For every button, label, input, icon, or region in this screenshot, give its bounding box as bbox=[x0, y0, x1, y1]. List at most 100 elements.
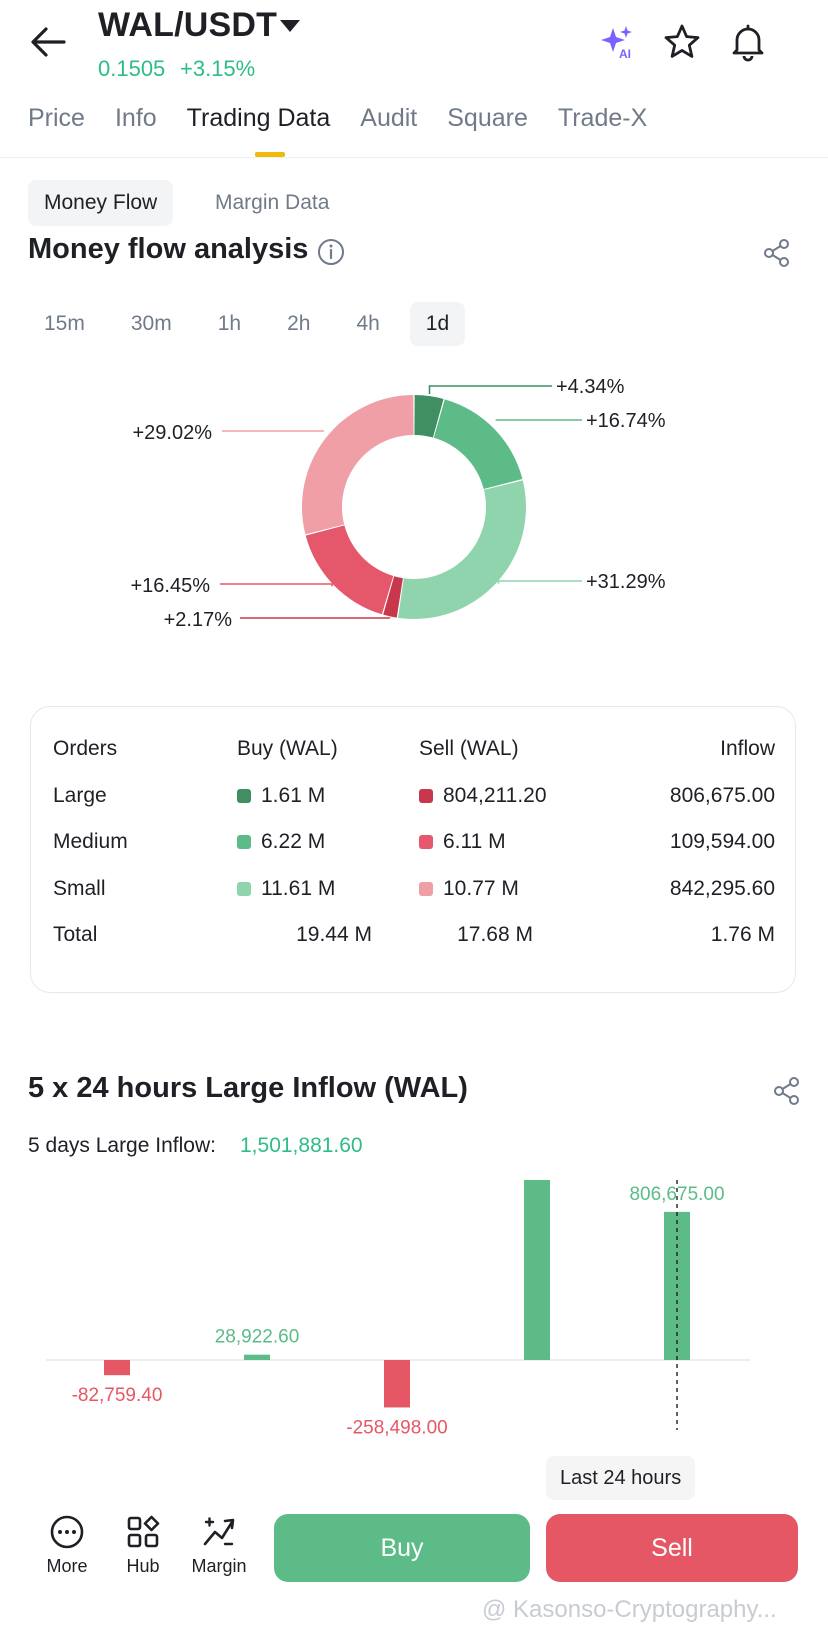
pair-title[interactable]: WAL/USDT bbox=[98, 6, 278, 44]
table-header: Orders Buy (WAL) Sell (WAL) Inflow bbox=[31, 737, 797, 767]
donut-leader-line bbox=[220, 583, 333, 587]
donut-slice bbox=[305, 525, 394, 615]
tab-audit[interactable]: Audit bbox=[360, 104, 418, 132]
col-buy: Buy (WAL) bbox=[237, 737, 338, 760]
donut-slice-label: +29.02% bbox=[132, 422, 212, 444]
more-icon bbox=[50, 1515, 84, 1549]
sell-swatch bbox=[419, 882, 433, 896]
pair-dropdown-caret-icon[interactable] bbox=[280, 20, 300, 32]
svg-text:AI: AI bbox=[619, 47, 631, 61]
donut-slice-label: +4.34% bbox=[556, 376, 625, 398]
inflow-bar[interactable] bbox=[384, 1360, 410, 1408]
watermark: @ Kasonso-Cryptography... bbox=[482, 1596, 777, 1623]
margin-label: Margin bbox=[191, 1556, 247, 1576]
interval-15m[interactable]: 15m bbox=[44, 312, 85, 335]
inflow-bar-label: -82,759.40 bbox=[72, 1385, 163, 1406]
buy-swatch bbox=[237, 789, 251, 803]
subtab-margin-data[interactable]: Margin Data bbox=[215, 191, 330, 214]
last-24-hours-tooltip: Last 24 hours bbox=[546, 1456, 696, 1500]
col-orders: Orders bbox=[53, 737, 118, 760]
buy-value: 6.22 M bbox=[261, 830, 326, 853]
donut-slice bbox=[302, 395, 414, 535]
back-arrow-icon[interactable] bbox=[28, 24, 68, 60]
interval-30m[interactable]: 30m bbox=[130, 312, 172, 335]
five-day-inflow-value: 1,501,881.60 bbox=[240, 1134, 363, 1157]
hub-label: Hub bbox=[126, 1556, 160, 1576]
tab-trading-data[interactable]: Trading Data bbox=[186, 104, 331, 132]
inflow-bar[interactable] bbox=[104, 1360, 130, 1376]
share-icon[interactable] bbox=[772, 1076, 802, 1106]
ai-sparkle-icon[interactable]: AI bbox=[598, 22, 638, 62]
sell-swatch bbox=[419, 789, 433, 803]
five-day-inflow-label: 5 days Large Inflow: bbox=[28, 1134, 216, 1157]
money-flow-donut-chart: +4.34% +16.74% +31.29% +2.17% +16.45% +29.02% bbox=[130, 376, 666, 631]
divider bbox=[0, 157, 828, 158]
donut-slice bbox=[383, 576, 403, 618]
order-size: Medium bbox=[53, 830, 128, 853]
inflow-bar[interactable] bbox=[524, 1180, 550, 1360]
donut-slice bbox=[414, 395, 444, 438]
inflow-value: 109,594.00 bbox=[669, 830, 775, 853]
total-buy: 19.44 M bbox=[296, 923, 372, 946]
sell-swatch bbox=[419, 835, 433, 849]
main-tabs: Price Info Trading Data Audit Square Tra… bbox=[28, 104, 677, 154]
buy-button[interactable]: Buy bbox=[274, 1514, 530, 1582]
share-icon[interactable] bbox=[762, 238, 792, 268]
table-row: Large 1.61 M 804,211.20 806,675.00 bbox=[31, 784, 797, 814]
inflow-value: 806,675.00 bbox=[669, 784, 775, 807]
margin-button[interactable]: Margin bbox=[184, 1514, 254, 1577]
buy-swatch bbox=[237, 882, 251, 896]
orders-table: Orders Buy (WAL) Sell (WAL) Inflow Large… bbox=[30, 706, 796, 993]
interval-2h[interactable]: 2h bbox=[287, 312, 311, 335]
buy-swatch bbox=[237, 835, 251, 849]
total-sell: 17.68 M bbox=[457, 923, 533, 946]
donut-slice bbox=[433, 399, 523, 490]
buy-value: 11.61 M bbox=[261, 877, 336, 900]
donut-slice-label: +31.29% bbox=[586, 571, 666, 593]
sell-value: 804,211.20 bbox=[443, 784, 547, 807]
last-price: 0.1505 bbox=[98, 56, 166, 81]
sell-value: 10.77 M bbox=[443, 877, 519, 900]
money-flow-title: Money flow analysis bbox=[28, 233, 309, 265]
tab-price[interactable]: Price bbox=[28, 104, 85, 132]
star-icon[interactable] bbox=[662, 22, 702, 62]
col-sell: Sell (WAL) bbox=[419, 737, 519, 760]
inflow-bar[interactable] bbox=[244, 1354, 270, 1360]
sell-button[interactable]: Sell bbox=[546, 1514, 798, 1582]
buy-value: 1.61 M bbox=[261, 784, 326, 807]
order-size: Large bbox=[53, 784, 107, 807]
info-icon[interactable] bbox=[317, 238, 345, 266]
donut-slice-label: +2.17% bbox=[164, 609, 233, 631]
price-change: +3.15% bbox=[180, 56, 256, 81]
inflow-bar-label: 806,675.00 bbox=[629, 1184, 724, 1205]
more-button[interactable]: More bbox=[32, 1514, 102, 1577]
inflow-bar-label: -258,498.00 bbox=[346, 1417, 447, 1438]
total-inflow: 1.76 M bbox=[710, 923, 775, 946]
table-row: Medium 6.22 M 6.11 M 109,594.00 bbox=[31, 830, 797, 860]
sell-value: 6.11 M bbox=[443, 830, 506, 853]
hub-button[interactable]: Hub bbox=[108, 1514, 178, 1577]
interval-1d[interactable]: 1d bbox=[409, 302, 466, 346]
interval-1h[interactable]: 1h bbox=[217, 312, 242, 335]
donut-slice-label: +16.45% bbox=[130, 575, 210, 597]
donut-leader-line bbox=[497, 580, 582, 584]
active-tab-indicator bbox=[255, 152, 285, 157]
donut-slice bbox=[398, 480, 526, 619]
col-inflow: Inflow bbox=[720, 737, 775, 760]
interval-4h[interactable]: 4h bbox=[356, 312, 380, 335]
large-inflow-bar-chart: -82,759.4028,922.60-258,498.001,007,541.… bbox=[46, 1180, 750, 1438]
interval-selector: 15m 30m 1h 2h 4h 1d bbox=[28, 302, 479, 346]
inflow-value: 842,295.60 bbox=[669, 877, 775, 900]
more-label: More bbox=[46, 1556, 88, 1576]
tab-info[interactable]: Info bbox=[114, 104, 157, 132]
hub-icon bbox=[127, 1515, 160, 1548]
inflow-bar-label: 28,922.60 bbox=[215, 1327, 300, 1348]
tab-square[interactable]: Square bbox=[447, 104, 528, 132]
total-label: Total bbox=[53, 923, 98, 946]
tab-trade-x[interactable]: Trade-X bbox=[557, 104, 648, 132]
bell-icon[interactable] bbox=[728, 22, 768, 62]
donut-leader-line bbox=[428, 385, 552, 395]
large-inflow-title: 5 x 24 hours Large Inflow (WAL) bbox=[28, 1072, 468, 1104]
subtab-money-flow[interactable]: Money Flow bbox=[28, 180, 174, 226]
donut-slice-label: +16.74% bbox=[586, 410, 666, 432]
